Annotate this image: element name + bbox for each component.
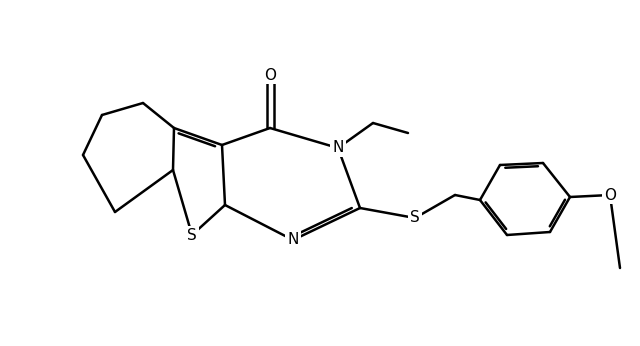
Text: N: N [287,233,299,247]
Text: S: S [410,210,420,226]
Text: O: O [604,188,616,202]
Text: S: S [187,228,197,243]
Text: O: O [264,67,276,82]
Text: N: N [332,140,344,155]
